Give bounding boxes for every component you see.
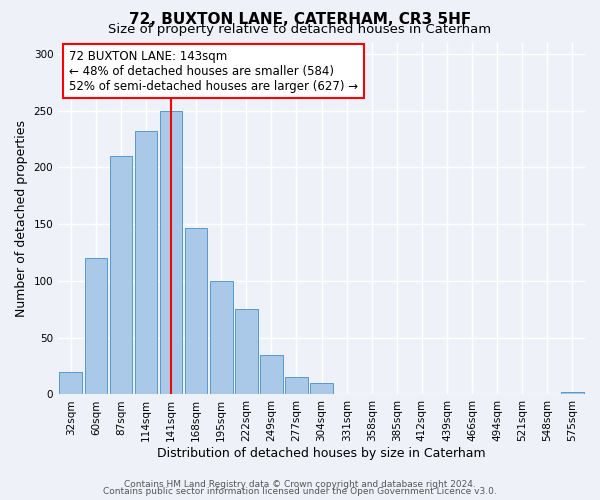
Bar (235, 310, 257, 394)
Text: 72 BUXTON LANE: 143sqm
← 48% of detached houses are smaller (584)
52% of semi-de: 72 BUXTON LANE: 143sqm ← 48% of detached… (69, 50, 358, 92)
Text: Size of property relative to detached houses in Caterham: Size of property relative to detached ho… (109, 22, 491, 36)
Bar (260, 354, 283, 395)
Bar (59, 372, 82, 394)
Bar (110, 156, 132, 394)
Bar (134, 131, 157, 394)
Text: Contains public sector information licensed under the Open Government Licence v3: Contains public sector information licen… (103, 488, 497, 496)
Bar (310, 383, 333, 394)
Bar (210, 281, 233, 394)
Bar (160, 110, 182, 395)
Bar (85, 258, 107, 394)
Bar (285, 378, 308, 394)
X-axis label: Distribution of detached houses by size in Caterham: Distribution of detached houses by size … (157, 447, 486, 460)
Text: 72, BUXTON LANE, CATERHAM, CR3 5HF: 72, BUXTON LANE, CATERHAM, CR3 5HF (129, 12, 471, 26)
Bar (185, 228, 208, 394)
Text: Contains HM Land Registry data © Crown copyright and database right 2024.: Contains HM Land Registry data © Crown c… (124, 480, 476, 489)
Bar (561, 392, 584, 394)
Y-axis label: Number of detached properties: Number of detached properties (15, 120, 28, 317)
